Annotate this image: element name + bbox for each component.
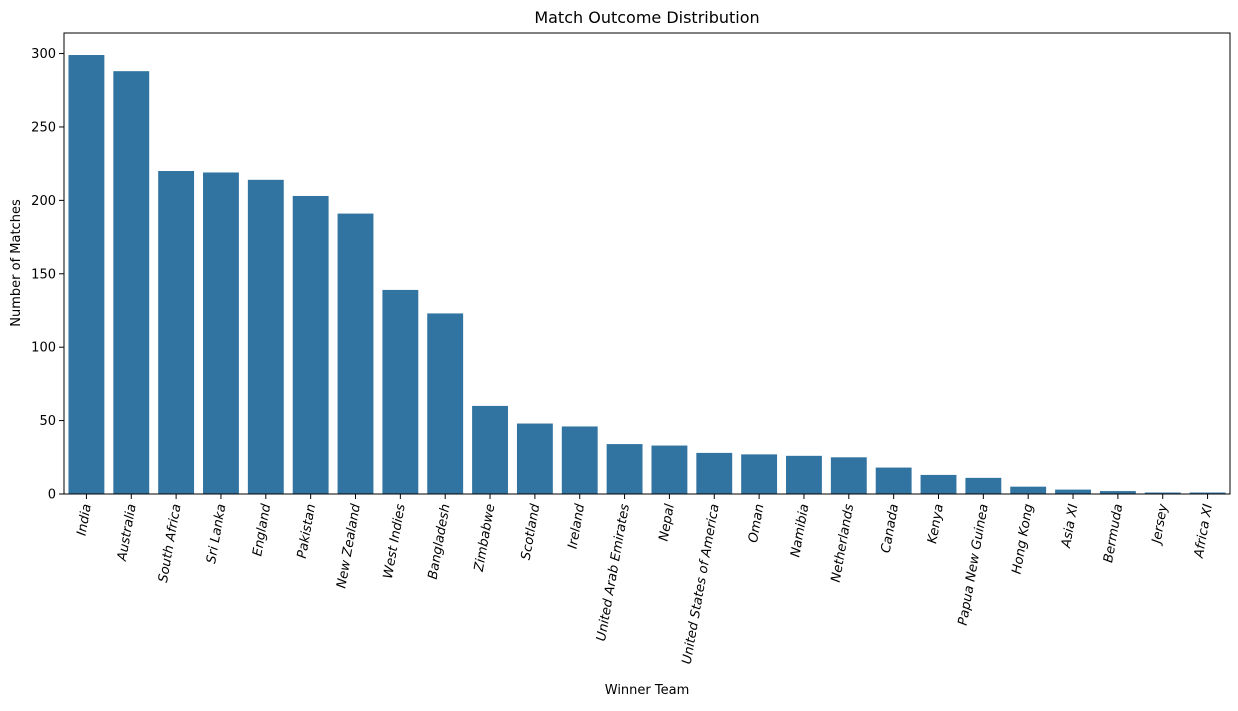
bar bbox=[516, 423, 553, 494]
x-axis-title: Winner Team bbox=[605, 683, 690, 698]
bar bbox=[337, 213, 374, 494]
y-tick-label: 50 bbox=[39, 414, 56, 429]
bar bbox=[113, 71, 150, 495]
bar bbox=[247, 179, 284, 494]
y-tick-label: 200 bbox=[31, 194, 56, 209]
x-tick-label: Jersey bbox=[1149, 503, 1171, 548]
x-tick-label: Zimbabwe bbox=[472, 503, 499, 574]
bar bbox=[292, 195, 329, 494]
y-tick-label: 0 bbox=[48, 488, 56, 503]
x-tick-label: United States of America bbox=[680, 503, 723, 666]
y-tick-label: 150 bbox=[31, 267, 56, 282]
x-tick-label: Bermuda bbox=[1101, 503, 1126, 564]
bar bbox=[696, 452, 733, 494]
chart-title: Match Outcome Distribution bbox=[534, 8, 759, 27]
x-tick-label: South Africa bbox=[156, 503, 185, 584]
bar bbox=[965, 477, 1002, 494]
bar bbox=[1010, 486, 1047, 494]
bar bbox=[920, 474, 957, 494]
x-tick-label: Bangladesh bbox=[426, 503, 454, 581]
bar bbox=[561, 426, 598, 494]
x-tick-label: Asia XI bbox=[1059, 503, 1082, 550]
x-tick-label: Africa XI bbox=[1192, 503, 1216, 560]
bar bbox=[875, 467, 912, 494]
x-tick-label: Netherlands bbox=[829, 503, 858, 584]
x-tick-label: Oman bbox=[746, 503, 768, 544]
x-tick-label: Nepal bbox=[657, 503, 678, 543]
x-tick-label: Hong Kong bbox=[1010, 503, 1037, 575]
x-tick-label: West Indies bbox=[381, 503, 409, 580]
bar bbox=[68, 55, 105, 495]
y-tick-label: 100 bbox=[31, 341, 56, 356]
bar bbox=[1055, 489, 1091, 494]
x-tick-label: Ireland bbox=[566, 502, 589, 550]
x-tick-label: United Arab Emirates bbox=[594, 503, 633, 643]
y-tick-label: 300 bbox=[31, 47, 56, 62]
x-axis: India Australia South Africa Sri Lanka Engla… bbox=[75, 494, 1216, 665]
x-tick-label: England bbox=[250, 502, 274, 557]
y-tick-label: 250 bbox=[31, 120, 56, 135]
bar bbox=[1099, 491, 1136, 494]
y-axis: 0 50 100 150 200 250 300 bbox=[31, 47, 64, 503]
x-tick-label: Papua New Guinea bbox=[956, 503, 992, 627]
bar bbox=[651, 445, 688, 494]
bar bbox=[606, 444, 643, 494]
bars-group bbox=[68, 55, 1226, 495]
x-tick-label: Kenya bbox=[925, 503, 947, 545]
bar bbox=[427, 313, 464, 494]
plot-frame bbox=[63, 32, 1231, 495]
bar bbox=[830, 457, 867, 494]
x-tick-label: New Zealand bbox=[334, 502, 364, 589]
bar bbox=[203, 172, 239, 494]
x-tick-label: Sri Lanka bbox=[204, 503, 229, 565]
bar bbox=[382, 289, 419, 494]
bar bbox=[1189, 492, 1226, 494]
bar bbox=[1144, 492, 1181, 494]
bar bbox=[741, 454, 778, 494]
x-tick-label: Scotland bbox=[519, 502, 544, 561]
x-tick-label: Namibia bbox=[788, 503, 812, 559]
x-tick-label: Australia bbox=[115, 503, 140, 563]
bar bbox=[158, 171, 195, 494]
x-tick-label: India bbox=[75, 503, 95, 537]
y-axis-title: Number of Matches bbox=[9, 199, 24, 327]
x-tick-label: Pakistan bbox=[295, 503, 319, 560]
x-tick-label: Canada bbox=[879, 503, 902, 554]
bar bbox=[472, 405, 508, 494]
bar bbox=[786, 455, 822, 494]
